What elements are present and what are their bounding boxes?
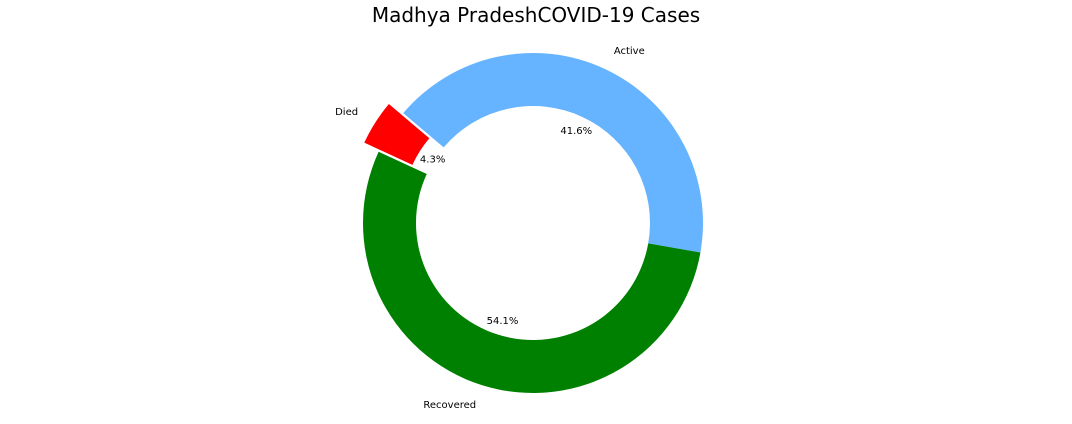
slice-recovered [363, 151, 701, 394]
slice-active [403, 53, 703, 253]
slice-label-active: Active [614, 46, 645, 57]
slice-pct-recovered: 54.1% [487, 316, 519, 327]
donut-slices [363, 53, 703, 394]
slice-pct-active: 41.6% [560, 126, 592, 137]
chart-title: Madhya PradeshCOVID-19 Cases [372, 3, 700, 27]
slice-label-died: Died [335, 107, 358, 118]
slice-label-recovered: Recovered [423, 400, 476, 411]
slice-died [364, 104, 430, 165]
slice-pct-died: 4.3% [420, 155, 445, 166]
slice-labels: Active 41.6% Died 4.3% Recovered 54.1% [335, 46, 645, 411]
